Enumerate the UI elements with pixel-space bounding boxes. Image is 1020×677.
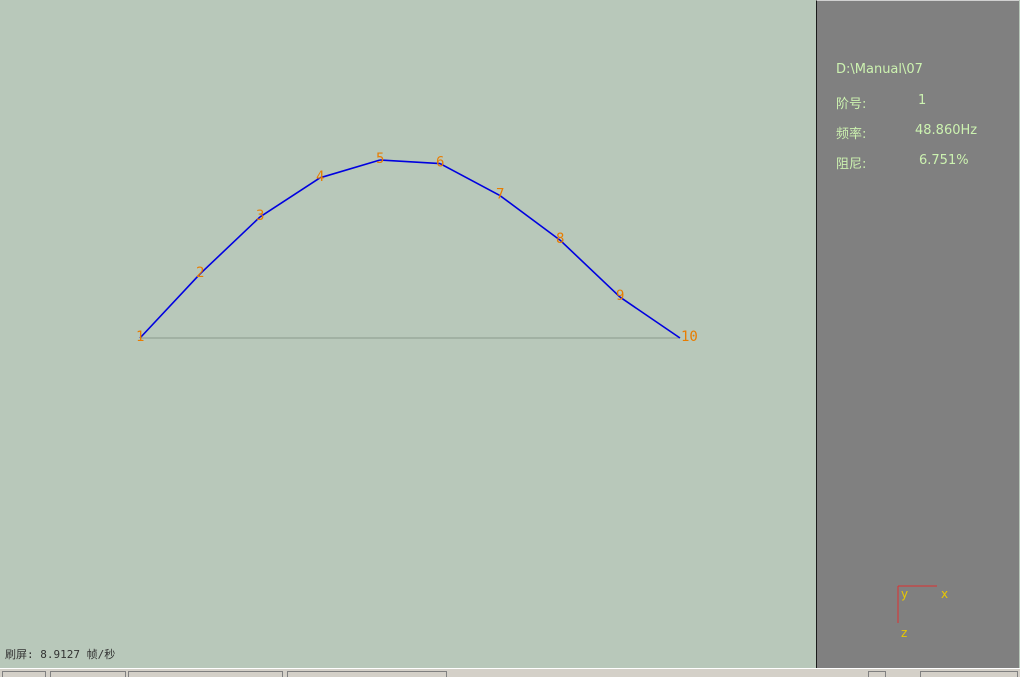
status-segment — [2, 671, 46, 677]
mode-shape-viewport[interactable]: 1 2 3 4 5 6 7 8 9 10 刷屏: 8.9127 帧/秒 — [0, 0, 816, 668]
node-label: 8 — [556, 231, 564, 247]
mode-shape-segment — [139, 273, 201, 339]
refresh-rate-readout: 刷屏: 8.9127 帧/秒 — [5, 646, 115, 662]
file-path: D:\Manual\07 — [836, 62, 923, 77]
mode-shape-segment — [319, 159, 381, 179]
axis-z-label: z — [901, 626, 907, 640]
status-segment — [128, 671, 283, 677]
node-label: 1 — [136, 329, 144, 345]
mode-shape-segment — [439, 162, 501, 197]
damping-label: 阻尼: — [836, 157, 867, 172]
axis-triad-icon: y x z — [897, 585, 948, 640]
status-segment — [920, 671, 1018, 677]
axis-x-label: x — [941, 587, 948, 601]
mode-shape-segment — [559, 239, 621, 298]
mode-shape-segment — [199, 216, 261, 275]
mode-shape-segment — [259, 177, 321, 218]
mode-shape-segment — [619, 296, 681, 339]
frequency-value: 48.860Hz — [915, 123, 978, 138]
node-label: 2 — [196, 265, 204, 281]
mode-shape-plot: 1 2 3 4 5 6 7 8 9 10 — [136, 151, 698, 345]
node-label: 9 — [616, 288, 624, 304]
status-segment — [868, 671, 886, 677]
node-label: 3 — [256, 208, 264, 224]
axis-y-label: y — [901, 587, 908, 601]
node-label: 5 — [376, 151, 384, 167]
mode-shape-segment — [499, 194, 561, 241]
damping-value: 6.751% — [919, 153, 969, 168]
mode-shape-segment — [379, 159, 441, 165]
node-label: 6 — [436, 155, 444, 171]
frequency-label: 频率: — [836, 127, 867, 142]
node-label: 10 — [681, 329, 698, 345]
order-value: 1 — [918, 93, 927, 108]
status-segment — [287, 671, 447, 677]
order-label: 阶号: — [836, 97, 867, 112]
info-panel: D:\Manual\07 阶号: 1 频率: 48.860Hz 阻尼: 6.75… — [816, 0, 1019, 668]
node-label: 7 — [496, 187, 504, 203]
node-label: 4 — [316, 169, 324, 185]
refresh-rate-label: 刷屏: — [5, 648, 34, 661]
status-bar — [0, 668, 1020, 677]
refresh-rate-unit: 帧/秒 — [86, 648, 116, 661]
refresh-rate-value: 8.9127 — [40, 648, 80, 661]
status-segment — [50, 671, 126, 677]
